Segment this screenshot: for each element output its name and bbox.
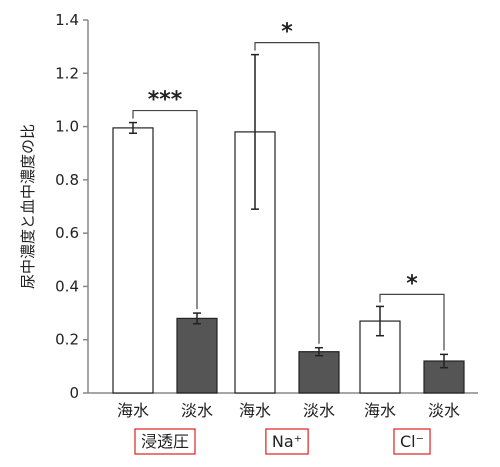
y-tick-label: 0.8: [55, 171, 79, 189]
bar: [112, 127, 154, 394]
category-label: 淡水: [181, 401, 213, 420]
significance-bracket: [379, 293, 445, 351]
group-label-box: [265, 428, 309, 455]
group-labels: 浸透圧 Na⁺ Cl⁻: [134, 428, 431, 455]
bar: [298, 351, 340, 394]
group-label: Na⁺: [272, 432, 302, 451]
y-axis-label: 尿中濃度と血中濃度の比: [19, 124, 37, 289]
significance-stars: ***: [148, 88, 183, 113]
significance-brackets: *****: [132, 20, 445, 351]
group-label: 浸透圧: [141, 432, 189, 451]
bar: [234, 131, 276, 394]
y-tick-label: 1.2: [55, 64, 79, 82]
significance-bracket: [132, 109, 198, 310]
group-label-box: [393, 428, 431, 455]
y-tick-label: 1.0: [55, 118, 79, 136]
bar: [176, 317, 218, 394]
category-label: 海水: [364, 401, 396, 420]
significance-stars: *: [406, 271, 418, 296]
y-ticks: 0 0.2 0.4 0.6 0.8 1.0 1.2 1.4: [55, 11, 88, 402]
group-label: Cl⁻: [400, 432, 424, 451]
category-label: 海水: [117, 401, 149, 420]
category-label: 海水: [239, 401, 271, 420]
y-tick-label: 0.6: [55, 224, 79, 242]
significance-stars: *: [281, 20, 293, 45]
category-label: 淡水: [303, 401, 335, 420]
category-label: 淡水: [428, 401, 460, 420]
y-tick-label: 0.2: [55, 331, 79, 349]
y-tick-label: 1.4: [55, 11, 79, 29]
significance-bracket: [254, 42, 320, 344]
x-labels: 海水 淡水 海水 淡水 海水 淡水: [117, 401, 460, 420]
group-label-box: [134, 428, 196, 455]
bars: [112, 53, 465, 394]
y-tick-label: 0: [69, 384, 79, 402]
y-tick-label: 0.4: [55, 277, 79, 295]
